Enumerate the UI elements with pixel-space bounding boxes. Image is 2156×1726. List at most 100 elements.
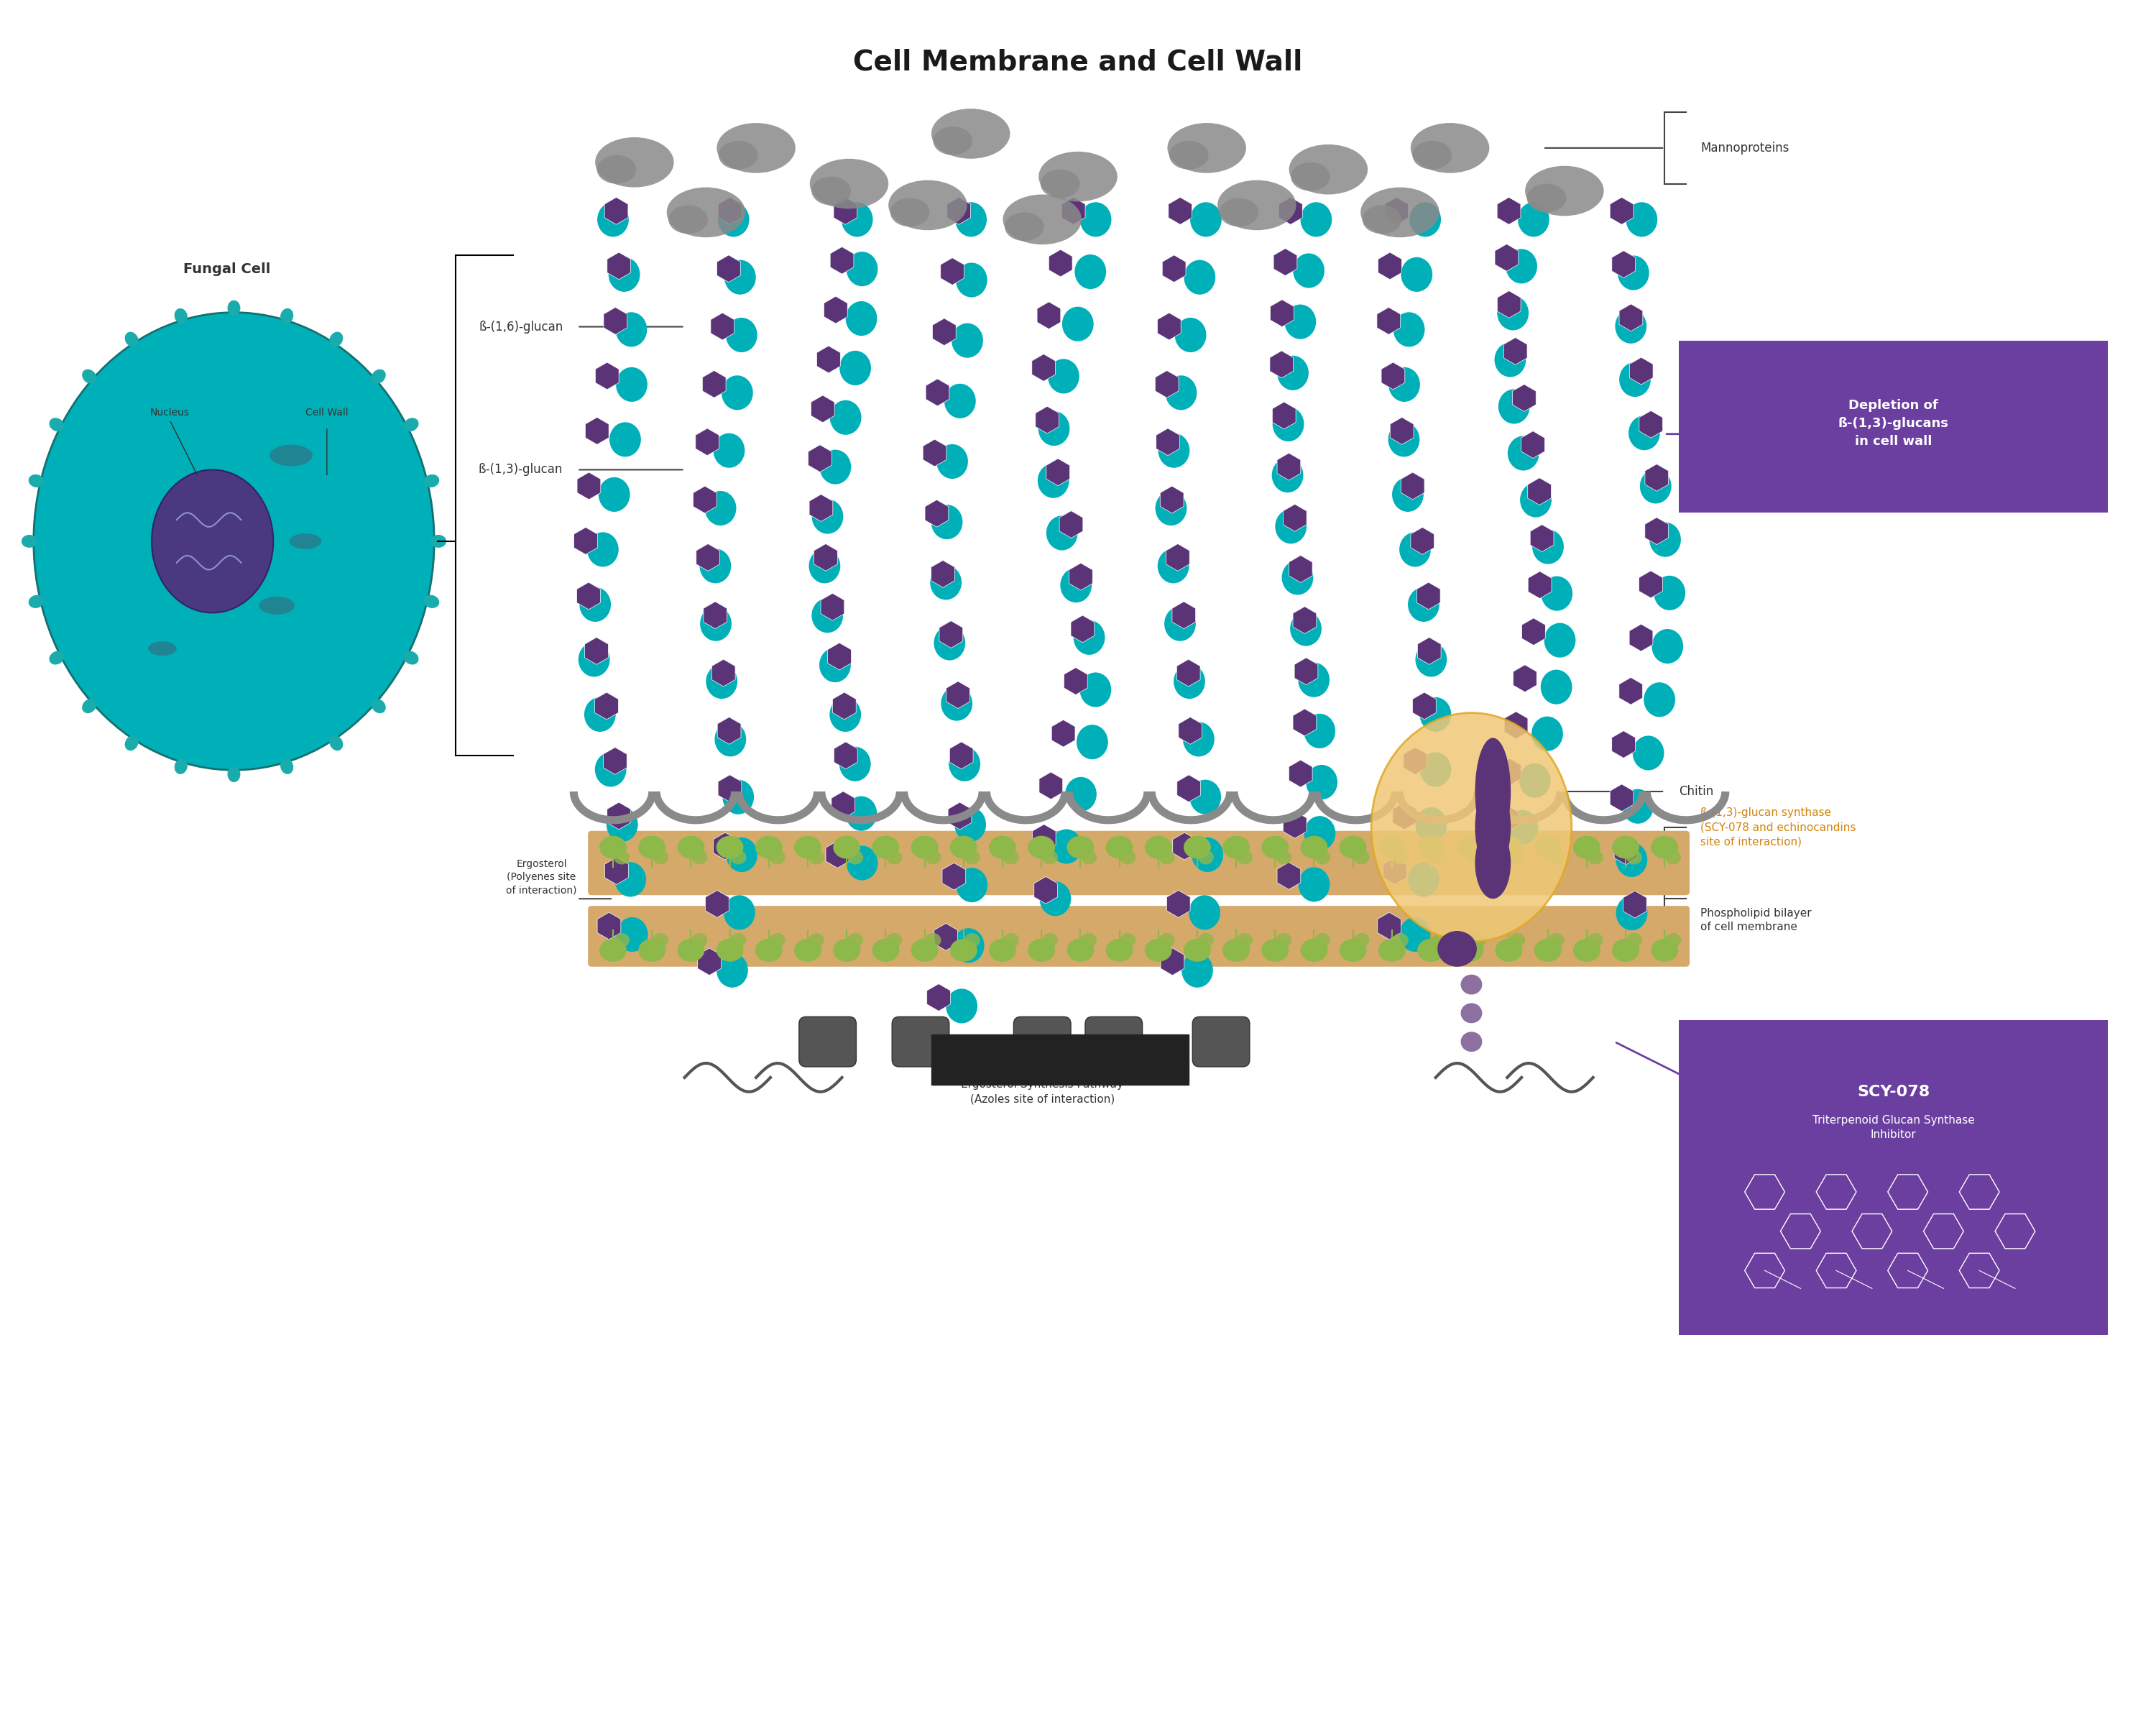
Ellipse shape (1145, 939, 1173, 961)
Ellipse shape (1587, 934, 1604, 948)
Text: Ergosterol Synthesis Pathway
(Azoles site of interaction): Ergosterol Synthesis Pathway (Azoles sit… (962, 1079, 1123, 1105)
Ellipse shape (617, 368, 647, 402)
Ellipse shape (1160, 934, 1175, 948)
Ellipse shape (1276, 356, 1309, 390)
FancyBboxPatch shape (589, 830, 1690, 896)
Ellipse shape (1507, 437, 1539, 471)
Ellipse shape (716, 123, 796, 173)
Ellipse shape (1438, 930, 1477, 967)
Ellipse shape (755, 939, 783, 961)
Ellipse shape (608, 257, 640, 292)
Ellipse shape (280, 309, 293, 324)
Ellipse shape (808, 934, 824, 948)
Ellipse shape (149, 642, 177, 656)
Text: ß-(1,3)-glucan: ß-(1,3)-glucan (479, 463, 563, 476)
Ellipse shape (597, 155, 636, 183)
Ellipse shape (1199, 934, 1214, 948)
Ellipse shape (1184, 721, 1214, 756)
Ellipse shape (595, 753, 627, 787)
FancyBboxPatch shape (893, 1017, 949, 1067)
Ellipse shape (1080, 934, 1097, 948)
Ellipse shape (716, 835, 744, 860)
Ellipse shape (811, 159, 888, 209)
Ellipse shape (934, 126, 972, 155)
Ellipse shape (1378, 835, 1406, 860)
Ellipse shape (653, 851, 668, 865)
Ellipse shape (724, 261, 757, 295)
Ellipse shape (714, 721, 746, 756)
Ellipse shape (617, 312, 647, 347)
Ellipse shape (677, 939, 705, 961)
Ellipse shape (847, 851, 862, 865)
Ellipse shape (964, 934, 981, 948)
Ellipse shape (584, 697, 617, 732)
Ellipse shape (597, 202, 630, 236)
Ellipse shape (1509, 934, 1524, 948)
Ellipse shape (1531, 716, 1563, 751)
Ellipse shape (599, 939, 627, 961)
Ellipse shape (1393, 934, 1408, 948)
Ellipse shape (1184, 939, 1212, 961)
Ellipse shape (946, 989, 977, 1024)
Ellipse shape (722, 780, 755, 815)
Ellipse shape (1507, 809, 1539, 844)
Ellipse shape (1535, 835, 1561, 860)
Ellipse shape (705, 665, 737, 699)
Ellipse shape (955, 868, 987, 903)
Ellipse shape (34, 312, 433, 770)
Ellipse shape (724, 896, 755, 930)
Ellipse shape (832, 939, 860, 961)
Ellipse shape (1080, 673, 1110, 708)
Ellipse shape (936, 444, 968, 478)
Ellipse shape (638, 939, 666, 961)
Ellipse shape (1067, 835, 1093, 860)
Ellipse shape (1524, 166, 1604, 216)
Ellipse shape (50, 651, 65, 665)
Ellipse shape (699, 549, 731, 583)
Ellipse shape (330, 331, 343, 347)
Ellipse shape (1063, 307, 1093, 342)
Ellipse shape (1106, 835, 1132, 860)
Ellipse shape (1542, 576, 1572, 611)
Ellipse shape (793, 939, 821, 961)
Ellipse shape (1388, 423, 1419, 457)
Ellipse shape (1626, 934, 1643, 948)
Ellipse shape (1548, 851, 1565, 865)
Ellipse shape (82, 699, 97, 713)
Ellipse shape (1184, 261, 1216, 295)
Text: Mannoproteins: Mannoproteins (1701, 142, 1789, 154)
Ellipse shape (1475, 827, 1511, 899)
Text: SCY-078: SCY-078 (1856, 1084, 1930, 1099)
Ellipse shape (1218, 180, 1296, 230)
Ellipse shape (1520, 483, 1552, 518)
Ellipse shape (1654, 576, 1686, 611)
Ellipse shape (1028, 835, 1054, 860)
Ellipse shape (1475, 739, 1511, 846)
Ellipse shape (1496, 835, 1522, 860)
Ellipse shape (614, 863, 647, 898)
Text: Chitin: Chitin (1680, 785, 1714, 797)
Ellipse shape (1037, 464, 1069, 499)
Ellipse shape (1651, 835, 1677, 860)
Ellipse shape (1041, 934, 1059, 948)
Ellipse shape (722, 376, 752, 411)
Ellipse shape (425, 595, 440, 608)
Ellipse shape (714, 433, 744, 468)
Ellipse shape (1065, 777, 1097, 811)
Ellipse shape (1408, 863, 1440, 898)
Ellipse shape (1339, 835, 1367, 860)
Ellipse shape (1003, 934, 1020, 948)
Ellipse shape (1238, 851, 1253, 865)
Text: Ergosterol
(Polyenes site
of interaction): Ergosterol (Polyenes site of interaction… (507, 860, 578, 896)
Ellipse shape (912, 835, 938, 860)
Ellipse shape (718, 202, 750, 236)
Text: Phospholipid bilayer
of cell membrane: Phospholipid bilayer of cell membrane (1701, 908, 1811, 932)
Ellipse shape (1378, 939, 1406, 961)
Ellipse shape (1587, 851, 1604, 865)
Ellipse shape (1615, 309, 1647, 343)
FancyBboxPatch shape (1013, 1017, 1072, 1067)
Ellipse shape (1276, 851, 1291, 865)
Ellipse shape (1080, 851, 1097, 865)
Ellipse shape (1050, 828, 1082, 863)
Ellipse shape (886, 934, 901, 948)
